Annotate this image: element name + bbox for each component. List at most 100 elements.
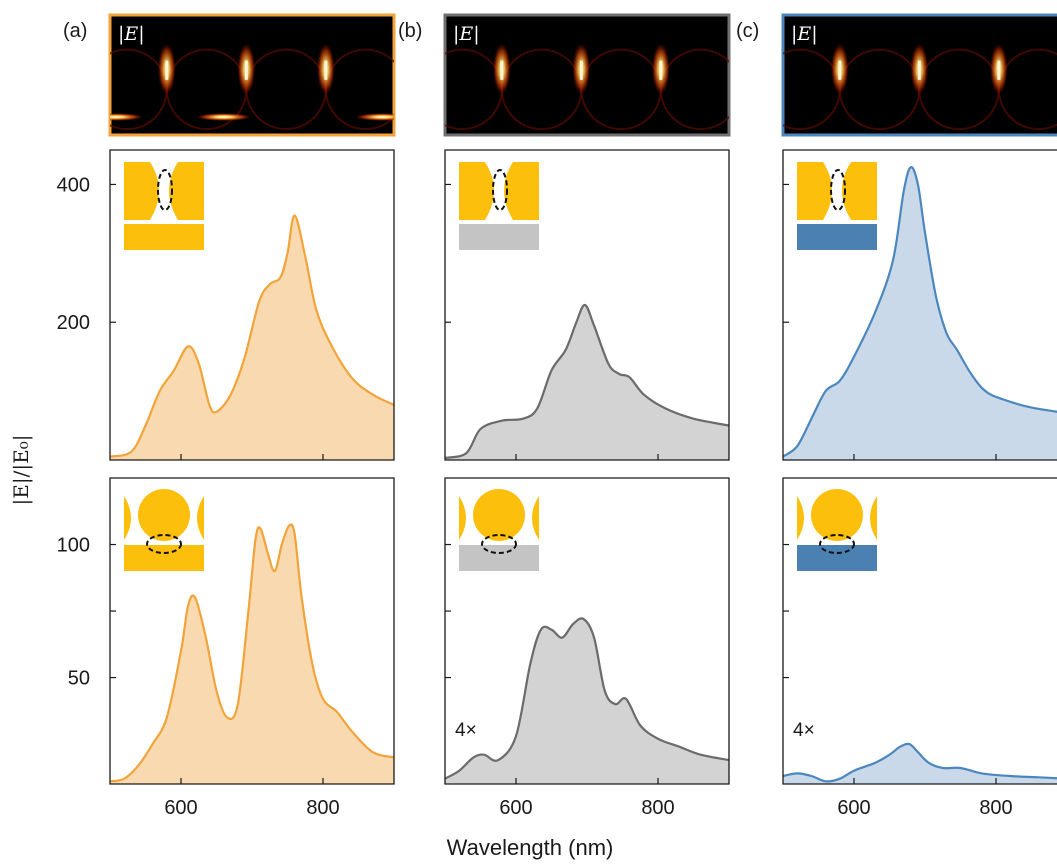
chart-top-b [444,149,730,461]
particle-right [169,162,204,220]
series-area-fill [110,524,394,784]
gap-marker [146,534,182,554]
geometry-inset-icon [124,162,204,250]
field-map-substrate-hotspot [195,113,252,121]
geometry-inset-icon [124,489,204,571]
field-map-hotspot [838,60,842,80]
field-map-particle-edge [8,50,88,130]
scale-annotation: 4× [793,720,815,741]
substrate-block [124,545,204,571]
geometry-inset-icon [797,162,877,250]
geometry-inset-icon [459,489,539,571]
panel-label-c: (c) [736,20,759,42]
field-map-a: |E| [8,13,396,137]
plot-frame [444,149,730,461]
series-line [783,166,1057,458]
series-line [783,742,1057,783]
particle-sphere [473,489,525,541]
series-line [110,214,395,458]
chart-bottom-c: 600 800 4× [782,477,1057,819]
geometry-inset-icon [459,162,539,250]
y-tick-label: 100 [57,535,90,557]
particle-left [459,162,494,220]
series-area-fill [783,743,1057,784]
field-map-content [445,43,729,131]
gap-marker [481,534,517,554]
particle-sphere [138,489,190,541]
y-tick-label: 50 [68,668,90,690]
particle-left [124,496,131,540]
x-tick-label: 600 [837,797,870,819]
plot-area [110,214,395,460]
plot-frame [444,477,730,785]
plot-area [783,166,1057,460]
chart-top-c [782,149,1057,461]
series-area-fill [445,618,729,784]
substrate-block [124,224,204,250]
y-tick-label: 400 [57,174,90,196]
particle-right [870,496,877,540]
particle-left [797,162,832,220]
chart-bottom-a: 50 100 600 800 [57,477,395,819]
y-tick-label: 200 [57,312,90,334]
series-area-fill [783,167,1057,460]
field-map-hotspot [997,60,1001,80]
series-area-fill [110,215,394,460]
particle-left [797,496,804,540]
substrate-block [459,224,539,250]
particle-right [197,496,204,540]
series-line [445,303,730,459]
particle-left [459,496,466,540]
y-axis-title: |E|/|E₀| [9,435,34,506]
field-map-substrate-hotspot [110,113,144,121]
series-area-fill [445,304,729,460]
field-map-hotspot [917,60,921,80]
series-line [110,523,395,783]
field-map-content [783,43,1057,131]
field-map-label: |E| [118,23,145,45]
plot-area [783,742,1057,784]
plot-area [110,523,395,784]
geometry-inset-icon [797,489,877,571]
field-map-hotspot [579,60,583,80]
field-map-hotspot [500,60,504,80]
substrate-block [797,545,877,571]
particle-left [124,162,159,220]
x-tick-label: 800 [306,797,339,819]
particle-right [504,162,539,220]
plot-frame [782,149,1057,461]
gap-marker [157,169,173,211]
field-map-substrate-hotspot [354,113,394,121]
plot-frame [109,477,395,785]
x-tick-label: 600 [164,797,197,819]
field-map-hotspot [659,60,663,80]
field-map-c: |E| [781,13,1057,137]
chart-bottom-b: 600 800 4× [444,477,730,819]
gap-marker [819,534,855,554]
field-map-label: |E| [453,23,480,45]
substrate-block [797,224,877,250]
x-tick-label: 800 [979,797,1012,819]
gap-marker [492,169,508,211]
plot-frame [782,477,1057,785]
panel-label-a: (a) [63,20,87,42]
scale-annotation: 4× [455,720,477,741]
x-tick-label: 600 [499,797,532,819]
particle-sphere [811,489,863,541]
panel-label-b: (b) [398,20,422,42]
field-map-b: |E| [443,13,731,137]
plot-area [445,303,730,460]
series-line [445,617,730,780]
substrate-block [459,545,539,571]
x-tick-label: 800 [641,797,674,819]
chart-top-a: 200 400 [57,149,395,461]
field-map-hotspot [324,60,328,80]
x-axis-title: Wavelength (nm) [447,835,614,860]
field-map-label: |E| [791,23,818,45]
plot-frame [109,149,395,461]
particle-right [532,496,539,540]
field-map-content [8,43,394,131]
plot-area [445,617,730,784]
particle-right [842,162,877,220]
